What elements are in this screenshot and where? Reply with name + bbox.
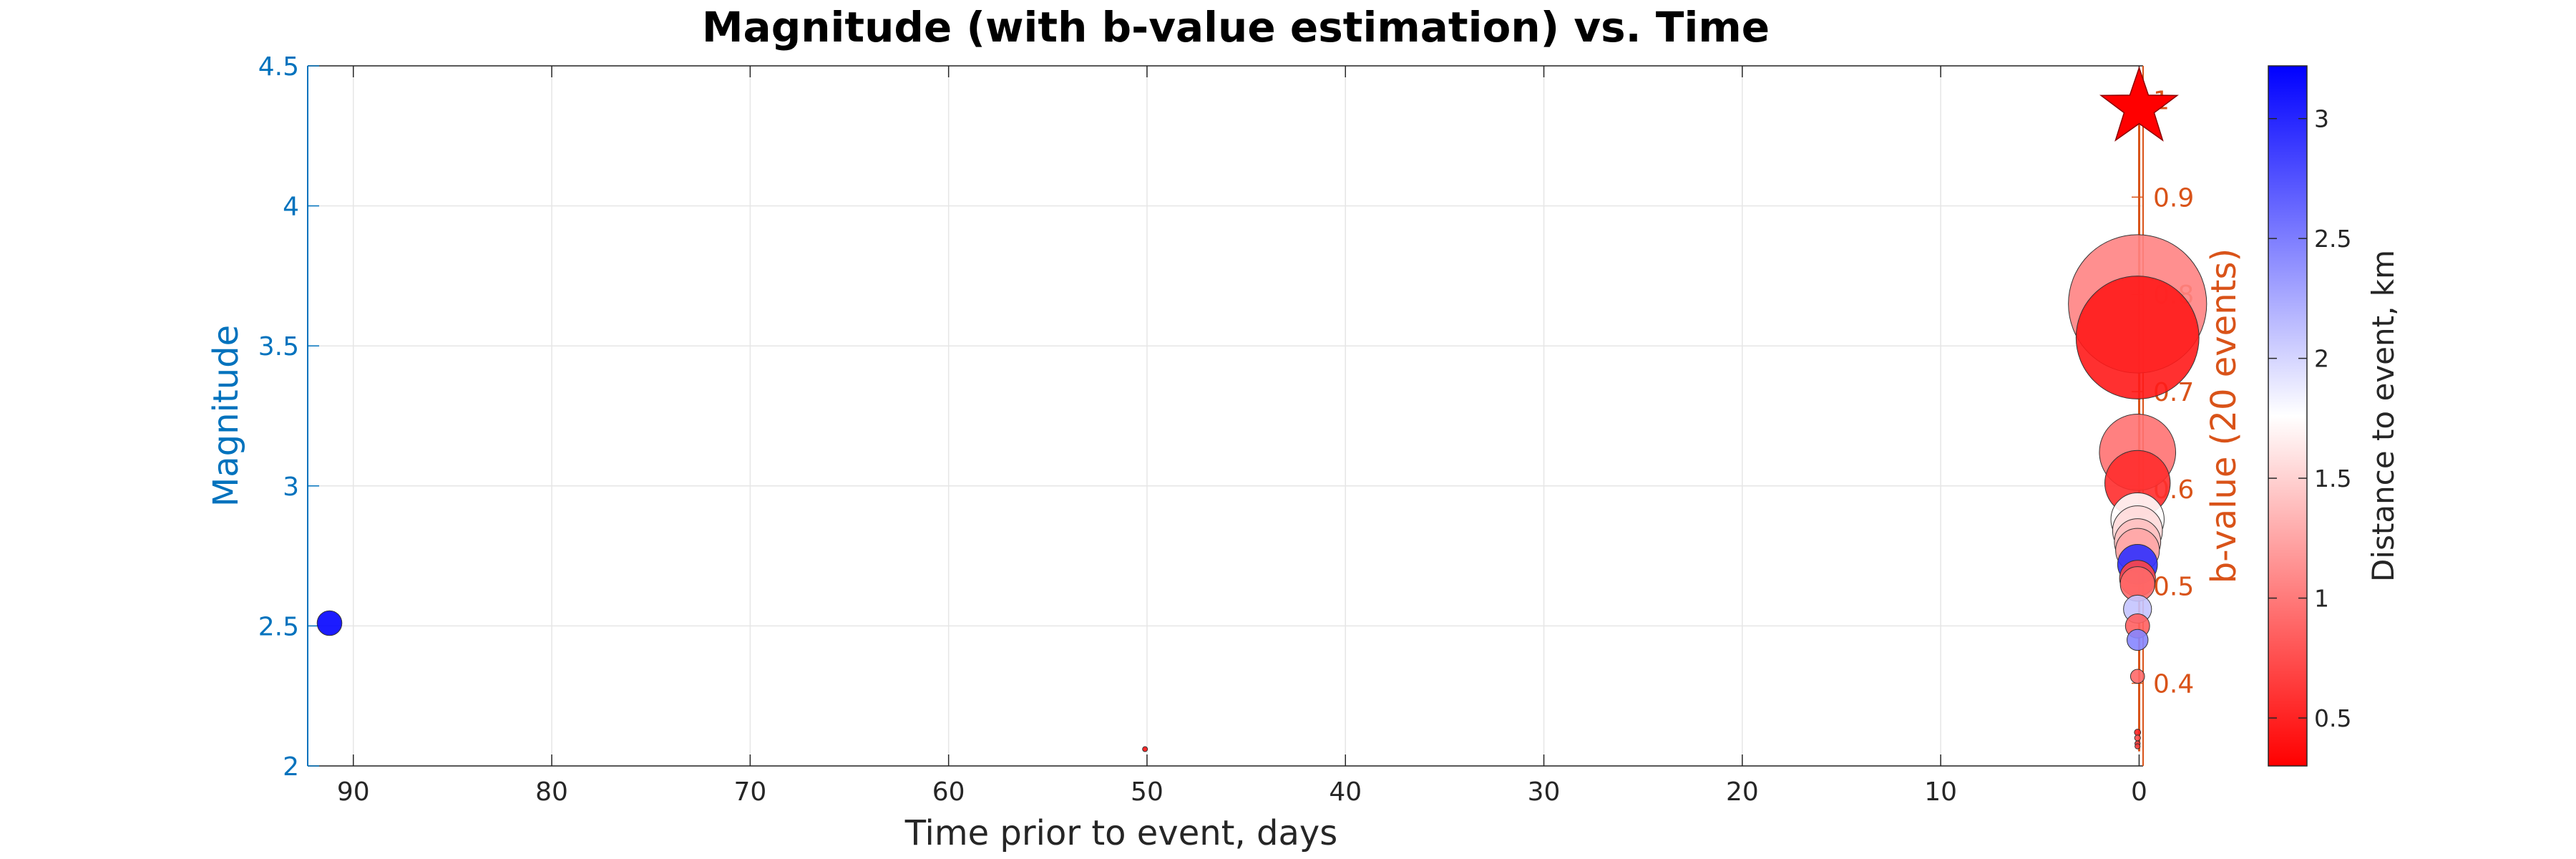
event-point — [2135, 743, 2141, 749]
y-left-tick-label: 3 — [283, 472, 299, 502]
x-tick-label: 70 — [733, 777, 766, 807]
plot-area — [308, 66, 2143, 766]
event-points — [316, 234, 2207, 752]
event-point — [1142, 746, 1148, 752]
colorbar-tick-label: 1 — [2314, 585, 2329, 613]
colorbar-tick-label: 1.5 — [2314, 465, 2351, 492]
y-axis-right-label: b-value (20 events) — [2204, 248, 2244, 583]
y-left-tick-label: 4.5 — [258, 52, 299, 82]
event-point — [2075, 276, 2200, 399]
colorbar-tick-label: 0.5 — [2314, 704, 2351, 732]
colorbar-ticks: 0.5 1 1.5 2 2.5 3 — [2268, 105, 2351, 732]
axes — [307, 65, 2144, 767]
x-tick-label: 50 — [1131, 777, 1163, 807]
colorbar-gradient — [2268, 65, 2308, 767]
colorbar-tick-label: 2.5 — [2314, 225, 2351, 253]
mainshock-layer — [2099, 66, 2179, 142]
x-tick-label: 10 — [1924, 777, 1957, 807]
x-tick-label: 40 — [1329, 777, 1362, 807]
y-right-tick-label: 0.9 — [2153, 183, 2194, 213]
x-tick-label: 80 — [535, 777, 568, 807]
event-point — [2127, 629, 2149, 651]
y-axis-left-label: Magnitude — [206, 325, 246, 507]
colorbar-tick-label: 3 — [2314, 105, 2329, 133]
event-point — [2129, 669, 2145, 684]
y-right-tick-label: 0.4 — [2153, 670, 2194, 699]
event-point — [316, 610, 343, 636]
colorbar: 0.5 1 1.5 2 2.5 3 Distance to event, km — [2268, 65, 2401, 767]
y-left-tick-label: 2 — [283, 752, 299, 782]
y-left-tick-label: 4 — [283, 193, 299, 222]
chart-title: Magnitude (with b-value estimation) vs. … — [702, 3, 1770, 52]
event-point — [2134, 729, 2142, 736]
x-tick-label: 20 — [1726, 777, 1759, 807]
x-axis-label: Time prior to event, days — [904, 813, 1338, 853]
x-tick-label: 90 — [337, 777, 370, 807]
x-tick-label: 30 — [1528, 777, 1561, 807]
event-point — [2134, 734, 2141, 742]
colorbar-label: Distance to event, km — [2366, 250, 2401, 582]
x-tick-label: 60 — [932, 777, 965, 807]
y-right-tick-label: 0.5 — [2153, 573, 2194, 602]
y-left-tick-label: 2.5 — [258, 612, 299, 641]
mainshock-star — [2099, 66, 2179, 142]
colorbar-tick-label: 2 — [2314, 345, 2329, 373]
x-tick-label: 0 — [2131, 777, 2147, 807]
y-left-tick-label: 3.5 — [258, 332, 299, 361]
